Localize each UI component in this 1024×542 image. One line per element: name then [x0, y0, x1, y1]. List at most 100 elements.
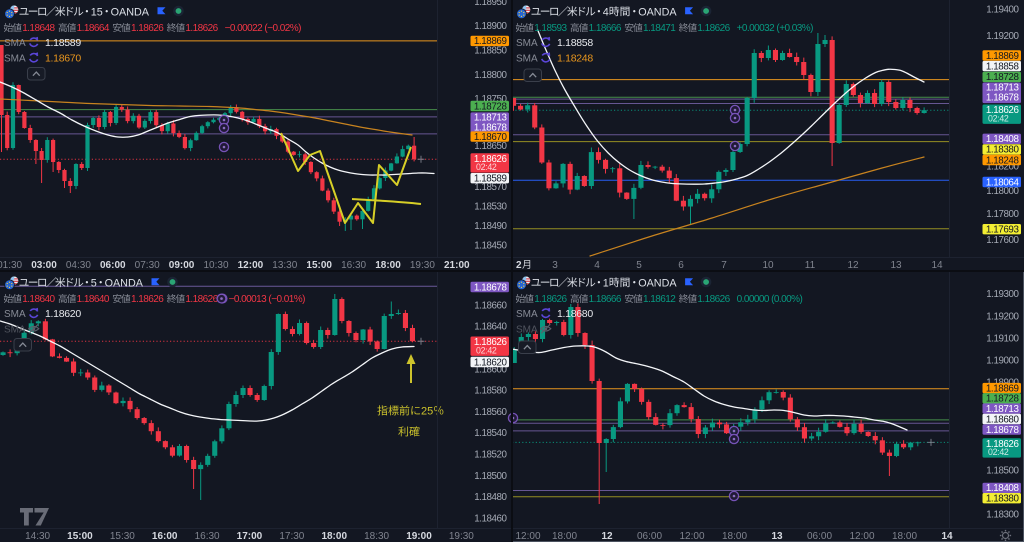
- svg-text:18:30: 18:30: [364, 531, 389, 542]
- svg-text:1.18640: 1.18640: [474, 322, 507, 333]
- svg-text:1.18380: 1.18380: [986, 145, 1020, 156]
- svg-text:1.18408: 1.18408: [986, 483, 1020, 494]
- svg-text:10:30: 10:30: [203, 260, 228, 271]
- svg-text:1.18000: 1.18000: [986, 186, 1019, 197]
- svg-text:12:00: 12:00: [238, 260, 264, 271]
- svg-text:12:00: 12:00: [515, 531, 540, 542]
- svg-text:1.18248: 1.18248: [557, 53, 593, 65]
- svg-text:13:30: 13:30: [272, 260, 297, 271]
- svg-text:1.18626: 1.18626: [185, 23, 218, 34]
- svg-text:SMA: SMA: [4, 53, 26, 64]
- svg-text:SMA: SMA: [516, 309, 538, 320]
- svg-text:6: 6: [678, 260, 684, 271]
- svg-text:1.18800: 1.18800: [474, 70, 507, 81]
- svg-text:1.18626: 1.18626: [474, 337, 508, 348]
- svg-text:1.19300: 1.19300: [986, 289, 1019, 300]
- svg-text:17:30: 17:30: [279, 531, 304, 542]
- svg-text:1.18713: 1.18713: [986, 404, 1020, 415]
- svg-text:1.17693: 1.17693: [986, 225, 1020, 236]
- svg-text:4: 4: [594, 260, 600, 271]
- svg-text:1.18664: 1.18664: [77, 23, 110, 34]
- svg-text:1.18540: 1.18540: [474, 428, 507, 439]
- svg-text:3: 3: [552, 260, 558, 271]
- svg-text:1.18200: 1.18200: [986, 161, 1019, 172]
- svg-text:1.18600: 1.18600: [474, 364, 507, 375]
- svg-text:07:30: 07:30: [135, 260, 160, 271]
- svg-text:12:00: 12:00: [679, 531, 704, 542]
- svg-text:1.18869: 1.18869: [986, 51, 1019, 62]
- svg-text:01:30: 01:30: [0, 260, 23, 271]
- svg-text:SMA: SMA: [4, 38, 26, 49]
- svg-text:1.18300: 1.18300: [986, 510, 1019, 521]
- svg-text:1.18471: 1.18471: [643, 23, 676, 34]
- svg-text:+0.00032 (+0.03%): +0.00032 (+0.03%): [737, 23, 813, 34]
- svg-text:10: 10: [762, 260, 774, 271]
- svg-text:1.18626: 1.18626: [534, 294, 567, 305]
- svg-text:15:30: 15:30: [110, 531, 135, 542]
- svg-text:OANDA: OANDA: [638, 277, 677, 289]
- svg-text:15:00: 15:00: [306, 260, 332, 271]
- svg-text:1.18626: 1.18626: [986, 439, 1020, 450]
- svg-text:1.18680: 1.18680: [986, 414, 1020, 425]
- svg-text:19:30: 19:30: [449, 531, 474, 542]
- svg-text:12:00: 12:00: [849, 531, 874, 542]
- svg-text:1.18626: 1.18626: [697, 294, 730, 305]
- svg-text:1.19100: 1.19100: [986, 333, 1019, 344]
- svg-text:1.19000: 1.19000: [986, 355, 1019, 366]
- svg-text:02:42: 02:42: [988, 447, 1009, 457]
- svg-text:19:00: 19:00: [406, 531, 432, 542]
- svg-text:1.19400: 1.19400: [986, 4, 1019, 15]
- svg-text:SMA: SMA: [516, 53, 538, 64]
- svg-text:7: 7: [721, 260, 727, 271]
- svg-text:12: 12: [847, 260, 859, 271]
- svg-text:09:00: 09:00: [169, 260, 195, 271]
- svg-text:OANDA: OANDA: [638, 6, 677, 18]
- svg-text:1.18612: 1.18612: [643, 294, 676, 305]
- svg-text:1.18593: 1.18593: [534, 23, 567, 34]
- svg-text:1.18850: 1.18850: [474, 46, 507, 57]
- svg-text:1.18869: 1.18869: [986, 383, 1019, 394]
- svg-text:1.18626: 1.18626: [131, 23, 164, 34]
- svg-text:1.18648: 1.18648: [22, 23, 55, 34]
- svg-text:1.18900: 1.18900: [986, 377, 1019, 388]
- svg-text:1.18713: 1.18713: [474, 113, 508, 124]
- svg-text:2: 2: [516, 260, 522, 271]
- svg-text:5: 5: [91, 277, 97, 289]
- svg-text:1.18500: 1.18500: [474, 471, 507, 482]
- svg-text:1.18869: 1.18869: [474, 36, 507, 47]
- svg-text:15:00: 15:00: [67, 531, 93, 542]
- svg-text:−0.00013 (−0.01%): −0.00013 (−0.01%): [229, 294, 305, 305]
- svg-text:1.19200: 1.19200: [986, 31, 1019, 42]
- svg-text:1.18728: 1.18728: [986, 72, 1020, 83]
- svg-text:1.18450: 1.18450: [474, 240, 507, 251]
- svg-text:1.18670: 1.18670: [474, 132, 508, 143]
- svg-text:1.17600: 1.17600: [986, 235, 1019, 246]
- svg-text:1.18580: 1.18580: [474, 386, 507, 397]
- svg-text:1.17800: 1.17800: [986, 209, 1019, 220]
- svg-text:SMA: SMA: [516, 324, 538, 335]
- svg-text:1.18064: 1.18064: [986, 177, 1020, 188]
- svg-text:SMA: SMA: [516, 38, 538, 49]
- svg-text:1.18950: 1.18950: [474, 0, 507, 8]
- svg-text:OANDA: OANDA: [105, 277, 144, 289]
- svg-text:1: 1: [603, 277, 609, 289]
- svg-text:21:00: 21:00: [444, 260, 470, 271]
- svg-text:06:00: 06:00: [807, 531, 832, 542]
- svg-text:1.18650: 1.18650: [474, 141, 507, 152]
- svg-text:1.18248: 1.18248: [986, 155, 1020, 166]
- svg-text:03:00: 03:00: [31, 260, 57, 271]
- svg-text:1.18678: 1.18678: [474, 122, 508, 133]
- svg-text:02:42: 02:42: [476, 162, 497, 172]
- svg-text:1.18728: 1.18728: [986, 394, 1020, 405]
- svg-text:14: 14: [931, 260, 943, 271]
- svg-text:1.18480: 1.18480: [474, 492, 507, 503]
- svg-text:1.18589: 1.18589: [45, 37, 81, 49]
- svg-text:1.18858: 1.18858: [986, 61, 1020, 72]
- svg-text:14:30: 14:30: [25, 531, 50, 542]
- svg-text:18:00: 18:00: [552, 531, 577, 542]
- svg-text:18:00: 18:00: [321, 531, 347, 542]
- svg-text:1.18626: 1.18626: [474, 154, 508, 165]
- svg-text:1.18626: 1.18626: [131, 294, 164, 305]
- svg-text:1.18858: 1.18858: [557, 37, 593, 49]
- svg-text:1.18620: 1.18620: [45, 308, 81, 320]
